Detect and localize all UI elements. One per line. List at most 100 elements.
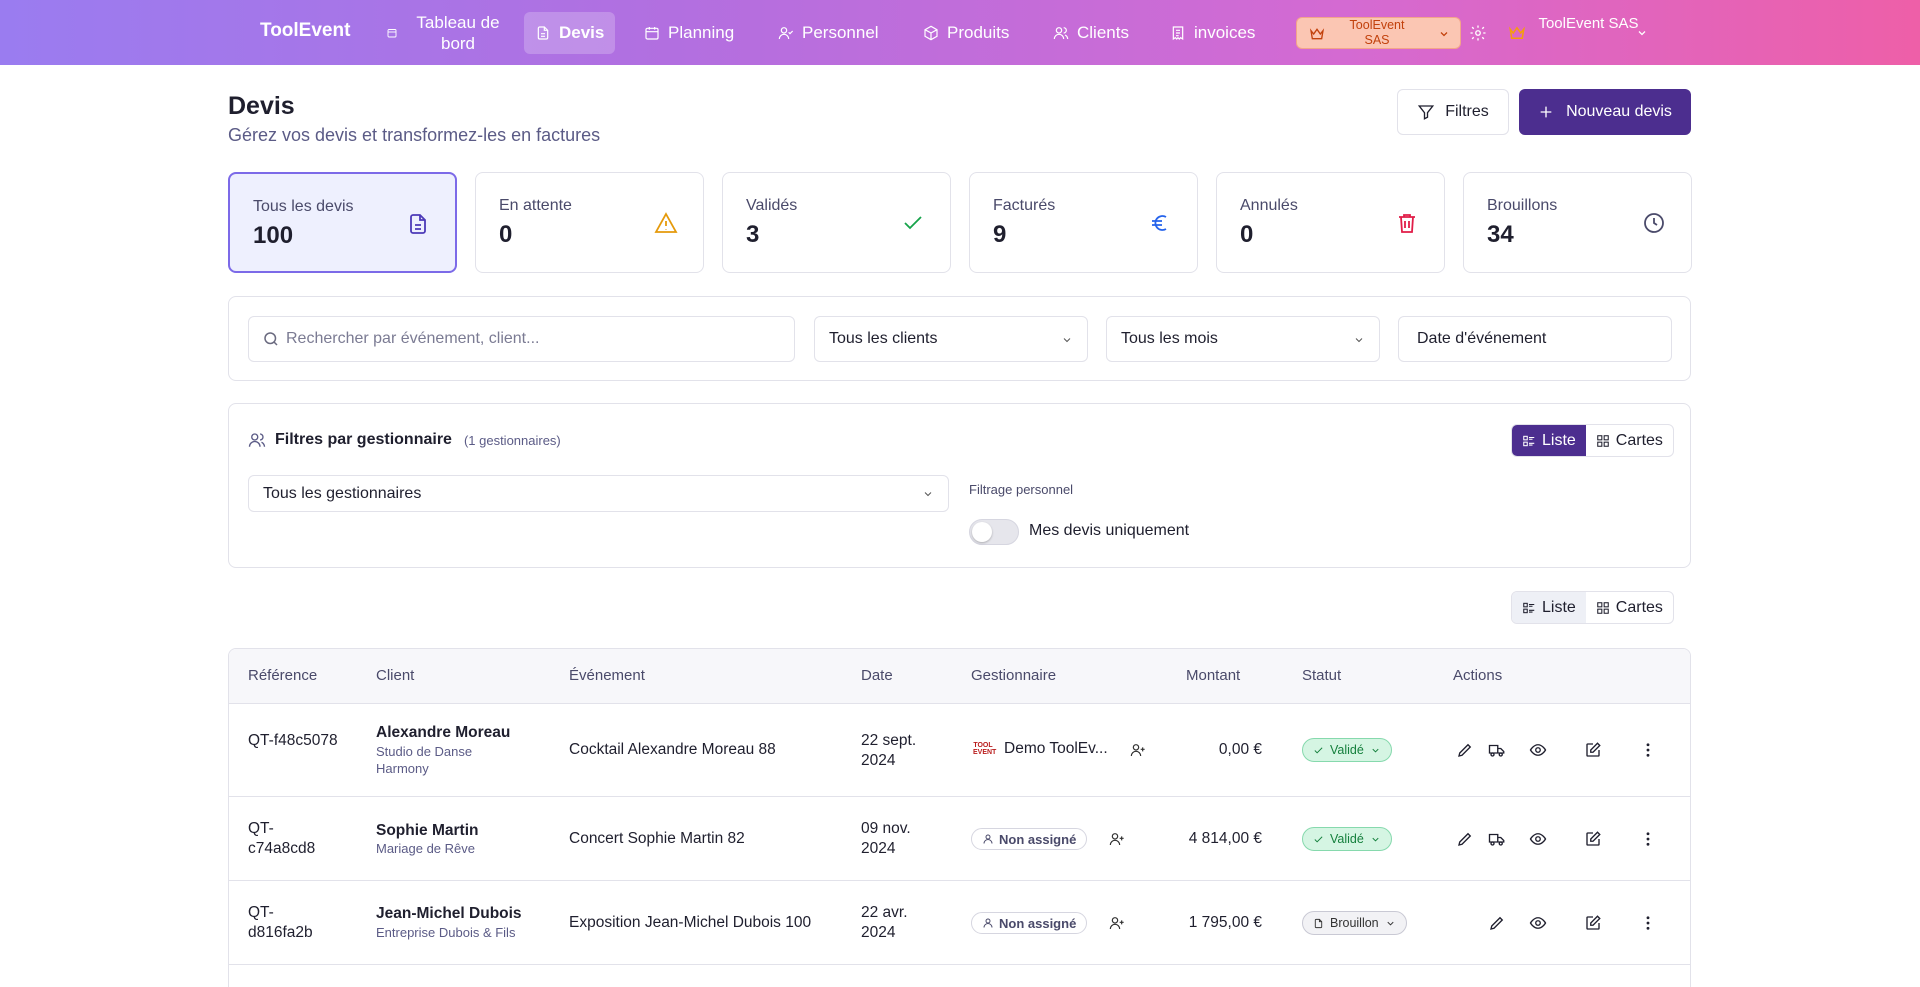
users-icon bbox=[248, 433, 266, 447]
status-badge[interactable]: Brouillon bbox=[1302, 911, 1407, 935]
status-badge[interactable]: Validé bbox=[1302, 738, 1392, 762]
grid-icon bbox=[1597, 434, 1609, 447]
column-header-reference[interactable]: Référence bbox=[248, 667, 318, 684]
filters-button[interactable]: Filtres bbox=[1397, 89, 1509, 135]
brand-logo[interactable]: ToolEvent bbox=[260, 20, 351, 41]
stat-card-drafts[interactable]: Brouillons 34 bbox=[1463, 172, 1692, 273]
column-header-event[interactable]: Événement bbox=[569, 667, 645, 684]
view-cards-button[interactable]: Cartes bbox=[1586, 425, 1673, 456]
view-list-button[interactable]: Liste bbox=[1512, 592, 1586, 623]
crown-icon bbox=[1309, 28, 1325, 40]
trash-icon bbox=[1399, 214, 1415, 233]
pencil-icon[interactable] bbox=[1456, 741, 1474, 759]
status-label: Brouillon bbox=[1330, 916, 1379, 930]
stat-value: 0 bbox=[1240, 221, 1254, 248]
assign-user-icon[interactable] bbox=[1109, 831, 1125, 847]
view-list-button[interactable]: Liste bbox=[1512, 425, 1586, 456]
manager-select[interactable]: Tous les gestionnaires bbox=[248, 475, 949, 512]
stat-label: Facturés bbox=[993, 197, 1056, 214]
list-icon bbox=[1523, 602, 1535, 613]
nav-item-label: Tableau de bord bbox=[416, 13, 500, 53]
nav-item-label: Produits bbox=[947, 23, 1010, 42]
nav-item-planning[interactable]: Planning bbox=[633, 12, 745, 54]
stat-label: Tous les devis bbox=[253, 198, 354, 215]
table-view-toggle: Liste Cartes bbox=[1511, 591, 1674, 624]
page-subtitle: Gérez vos devis et transformez-les en fa… bbox=[228, 125, 601, 145]
stat-card-all[interactable]: Tous les devis 100 bbox=[228, 172, 457, 273]
grid-icon bbox=[1597, 601, 1609, 614]
table-row[interactable]: QT-c74a8cd8 Sophie Martin Mariage de Rêv… bbox=[229, 797, 1690, 881]
nav-item-label: Devis bbox=[559, 23, 605, 42]
nav-item-devis[interactable]: Devis bbox=[524, 12, 616, 54]
new-quote-button[interactable]: Nouveau devis bbox=[1519, 89, 1691, 135]
org-switcher[interactable]: ToolEvent SAS bbox=[1296, 17, 1461, 49]
assign-user-icon[interactable] bbox=[1130, 742, 1146, 758]
edit-icon[interactable] bbox=[1584, 830, 1602, 848]
stat-card-pending[interactable]: En attente 0 bbox=[475, 172, 704, 273]
manager-filter-panel: Filtres par gestionnaire (1 gestionnaire… bbox=[228, 403, 1691, 568]
personal-filter-label: Filtrage personnel bbox=[969, 482, 1074, 497]
nav-item-clients[interactable]: Clients bbox=[1042, 12, 1140, 54]
receipt-icon bbox=[1172, 26, 1184, 41]
page-title: Devis bbox=[228, 92, 295, 120]
client-name: Alexandre Moreau bbox=[376, 724, 511, 741]
edit-icon[interactable] bbox=[1584, 914, 1602, 932]
event-date-input[interactable]: Date d'événement bbox=[1398, 316, 1672, 362]
column-header-manager[interactable]: Gestionnaire bbox=[971, 667, 1057, 684]
event-date: 22 avr. 2024 bbox=[861, 904, 908, 941]
eye-icon[interactable] bbox=[1529, 741, 1547, 759]
month-filter-select[interactable]: Tous les mois bbox=[1106, 316, 1380, 362]
nav-item-dashboard[interactable]: Tableau de bord bbox=[375, 12, 521, 54]
event-date: 22 sept. 2024 bbox=[861, 732, 917, 769]
search-input[interactable]: Rechercher par événement, client... bbox=[248, 316, 795, 362]
client-name: Jean-Michel Dubois bbox=[376, 905, 522, 922]
stat-label: Brouillons bbox=[1487, 197, 1558, 214]
pencil-icon[interactable] bbox=[1488, 914, 1506, 932]
crown-icon bbox=[1509, 26, 1525, 39]
my-quotes-toggle[interactable] bbox=[969, 519, 1019, 545]
pencil-icon[interactable] bbox=[1456, 830, 1474, 848]
box-icon bbox=[924, 25, 938, 41]
view-list-label: Liste bbox=[1542, 598, 1576, 616]
user-icon bbox=[983, 834, 993, 844]
client-filter-select[interactable]: Tous les clients bbox=[814, 316, 1088, 362]
eye-icon[interactable] bbox=[1529, 914, 1547, 932]
status-badge[interactable]: Validé bbox=[1302, 827, 1392, 851]
column-header-client[interactable]: Client bbox=[376, 667, 415, 684]
table-row[interactable]: QT-f48c5078 Alexandre Moreau Studio de D… bbox=[229, 704, 1690, 797]
chevron-down-icon bbox=[1372, 748, 1379, 753]
view-cards-button[interactable]: Cartes bbox=[1586, 592, 1673, 623]
column-header-actions: Actions bbox=[1453, 667, 1503, 684]
table-row[interactable]: QT-d816fa2b Jean-Michel Dubois Entrepris… bbox=[229, 881, 1690, 965]
org-switcher-label: ToolEvent SAS bbox=[1349, 18, 1405, 47]
view-cards-label: Cartes bbox=[1615, 431, 1663, 449]
eye-icon[interactable] bbox=[1529, 830, 1547, 848]
nav-item-invoices[interactable]: invoices bbox=[1159, 12, 1266, 54]
unassigned-badge: Non assigné bbox=[971, 912, 1088, 934]
assign-user-icon[interactable] bbox=[1109, 915, 1125, 931]
event-date: 09 nov. 2024 bbox=[861, 820, 911, 857]
truck-icon[interactable] bbox=[1488, 830, 1506, 848]
stat-card-cancelled[interactable]: Annulés 0 bbox=[1216, 172, 1445, 273]
more-options-icon[interactable] bbox=[1639, 741, 1657, 759]
calendar-icon bbox=[645, 27, 659, 40]
filter-icon bbox=[1418, 105, 1435, 120]
more-options-icon[interactable] bbox=[1639, 914, 1657, 932]
user-menu-label: ToolEvent SAS bbox=[1538, 15, 1639, 32]
gear-icon[interactable] bbox=[1469, 24, 1487, 42]
status-label: Validé bbox=[1330, 743, 1364, 757]
column-header-status[interactable]: Statut bbox=[1302, 667, 1342, 684]
more-options-icon[interactable] bbox=[1639, 830, 1657, 848]
nav-item-personnel[interactable]: Personnel bbox=[767, 12, 890, 54]
column-header-amount[interactable]: Montant bbox=[1186, 667, 1241, 684]
truck-icon[interactable] bbox=[1488, 741, 1506, 759]
stat-card-invoiced[interactable]: Facturés 9 bbox=[969, 172, 1198, 273]
nav-item-produits[interactable]: Produits bbox=[912, 12, 1020, 54]
chevron-down-icon bbox=[1355, 338, 1363, 343]
check-icon bbox=[904, 216, 922, 230]
edit-icon[interactable] bbox=[1584, 741, 1602, 759]
stat-card-validated[interactable]: Validés 3 bbox=[722, 172, 951, 273]
nav-item-label: Personnel bbox=[802, 23, 879, 42]
quote-amount: 4 814,00 € bbox=[1188, 830, 1262, 847]
column-header-date[interactable]: Date bbox=[861, 667, 893, 684]
